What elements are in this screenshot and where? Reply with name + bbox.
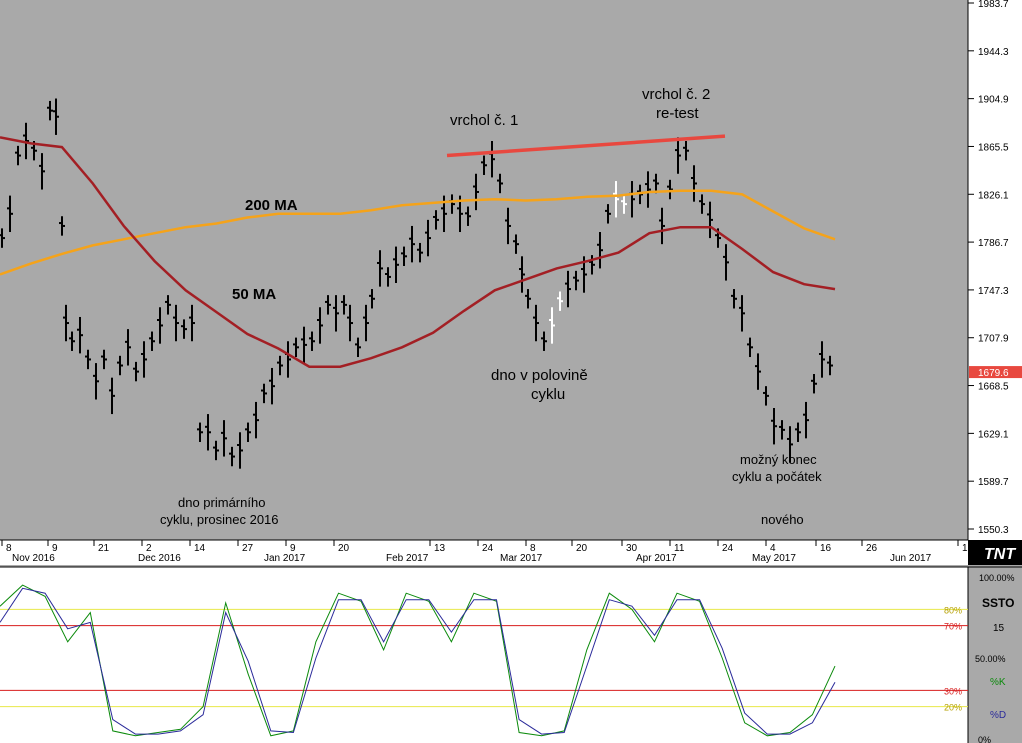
price-axis-label: 1707.9 [978,334,1009,345]
chart-annotation: vrchol č. 1 [450,112,518,129]
ma200-line [0,189,836,276]
x-axis-day-label: 2 [146,543,152,554]
x-axis-month-label: Apr 2017 [636,553,677,564]
x-axis-month-label: Nov 2016 [12,553,55,564]
chart-annotation: nového [761,512,804,527]
x-axis-day-label: 8 [6,543,12,554]
price-axis-label: 1904.9 [978,95,1009,106]
price-axis-label: 1786.7 [978,238,1009,249]
x-axis-day-label: 27 [242,543,254,554]
chart-annotation: cyklu [531,386,565,403]
x-axis-day-label: 11 [674,543,685,554]
price-axis-label: 1668.5 [978,382,1009,393]
ma50-line [0,136,836,368]
oscillator-title: SSTO [982,596,1014,610]
chart-annotation: 50 MA [232,286,276,303]
x-axis-month-label: Mar 2017 [500,553,543,564]
chart-annotation: re-test [656,105,699,122]
x-axis-day-label: 30 [626,543,638,554]
x-axis-month-label: May 2017 [752,553,796,564]
x-axis-day-label: 21 [98,543,110,554]
price-plot-area [0,0,968,540]
oscillator-axis-label: 0% [978,735,991,743]
x-axis-day-label: 20 [576,543,588,554]
x-axis-day-label: 19 [962,543,974,554]
last-price-badge [969,366,1022,379]
chart-annotation: cyklu, prosinec 2016 [160,512,279,527]
x-axis-month-label: Jun 2017 [890,553,932,564]
oscillator-axis-label: 100.00% [979,573,1015,583]
logo-box [968,540,1022,565]
chart-annotation: 200 MA [245,197,298,214]
last-price-label: 1679.6 [978,368,1009,379]
brand-logo: TNT [984,546,1016,563]
price-axis-label: 1629.1 [978,429,1009,440]
x-axis-day-label: 24 [482,543,494,554]
price-axis-label: 1747.3 [978,286,1009,297]
oscillator-line-d [0,587,836,735]
oscillator-level-label: 20% [944,703,962,713]
x-axis-month-label: Dec 2016 [138,553,181,564]
x-axis-month-label: Feb 2017 [386,553,429,564]
oscillator-level-label: 80% [944,605,962,615]
price-axis-label: 1983.7 [978,0,1009,10]
x-axis-day-label: 8 [530,543,536,554]
x-axis-month-label: Jan 2017 [264,553,306,564]
x-axis-day-label: 14 [194,543,206,554]
chart-annotation: cyklu a počátek [732,469,822,484]
x-axis-day-label: 24 [722,543,734,554]
chart-annotation: dno primárního [178,495,265,510]
price-axis-label: 1826.1 [978,190,1009,201]
price-axis-panel [968,0,1022,540]
oscillator-axis-label: 50.00% [975,654,1006,664]
oscillator-level-label: 30% [944,686,962,696]
x-axis-day-label: 13 [434,543,446,554]
x-axis-day-label: 4 [770,543,776,554]
oscillator-legend-d: %D [990,710,1006,721]
x-axis-day-label: 16 [820,543,832,554]
oscillator-legend-k: %K [990,677,1006,688]
price-axis-label: 1550.3 [978,525,1009,536]
x-axis-day-label: 9 [52,543,58,554]
price-axis-label: 1589.7 [978,477,1009,488]
x-axis-day-label: 9 [290,543,296,554]
price-axis-label: 1865.5 [978,142,1009,153]
resistance-line [446,134,726,158]
chart-annotation: dno v polovině [491,367,588,384]
oscillator-period: 15 [993,623,1005,634]
oscillator-level-label: 70% [944,622,962,632]
chart-annotation: vrchol č. 2 [642,86,710,103]
x-axis-day-label: 26 [866,543,878,554]
price-axis-label: 1944.3 [978,47,1009,58]
x-axis-strip [0,540,968,565]
chart-annotation: možný konec [740,452,817,467]
x-axis-day-label: 20 [338,543,350,554]
oscillator-panel [0,567,968,743]
